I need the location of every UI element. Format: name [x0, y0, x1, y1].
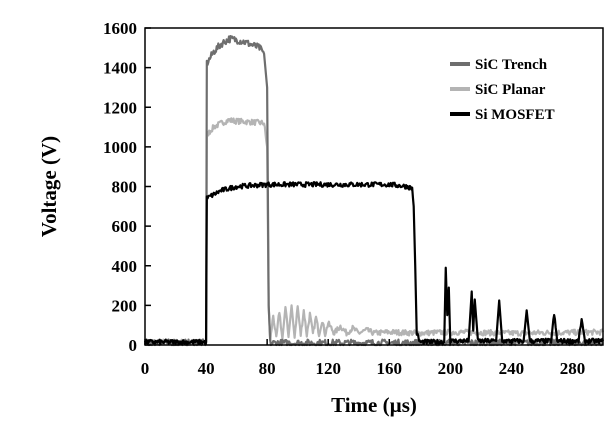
legend-label: SiC Trench: [475, 57, 548, 73]
x-axis-title: Time (µs): [331, 393, 417, 417]
x-tick-label: 120: [315, 359, 341, 378]
y-tick-label: 600: [112, 217, 138, 236]
x-tick-label: 280: [560, 359, 586, 378]
x-tick-label: 200: [438, 359, 464, 378]
y-tick-label: 1400: [103, 59, 137, 78]
y-tick-label: 1000: [103, 138, 137, 157]
x-tick-label: 240: [499, 359, 525, 378]
y-tick-label: 1200: [103, 98, 137, 117]
x-axis-ticks: 0 40 80 120 160 200 240 280: [141, 339, 585, 378]
series-line-si-mosfet: [143, 181, 605, 346]
y-axis-ticks: 0 200 400 600 800 1000 1200 1400 1600: [103, 19, 151, 355]
legend-label: Si MOSFET: [475, 107, 555, 123]
y-tick-label: 0: [129, 336, 138, 355]
y-tick-label: 1600: [103, 19, 137, 38]
y-axis-title: Voltage (V): [37, 136, 61, 237]
x-tick-label: 0: [141, 359, 150, 378]
y-tick-label: 400: [112, 257, 138, 276]
y-tick-label: 800: [112, 178, 138, 197]
x-tick-label: 160: [377, 359, 403, 378]
y-tick-label: 200: [112, 296, 138, 315]
x-tick-label: 40: [198, 359, 215, 378]
legend-label: SiC Planar: [475, 82, 546, 98]
series-line-sic-planar: [143, 117, 605, 346]
x-tick-label: 80: [259, 359, 276, 378]
legend: SiC Trench SiC Planar Si MOSFET: [450, 57, 555, 123]
